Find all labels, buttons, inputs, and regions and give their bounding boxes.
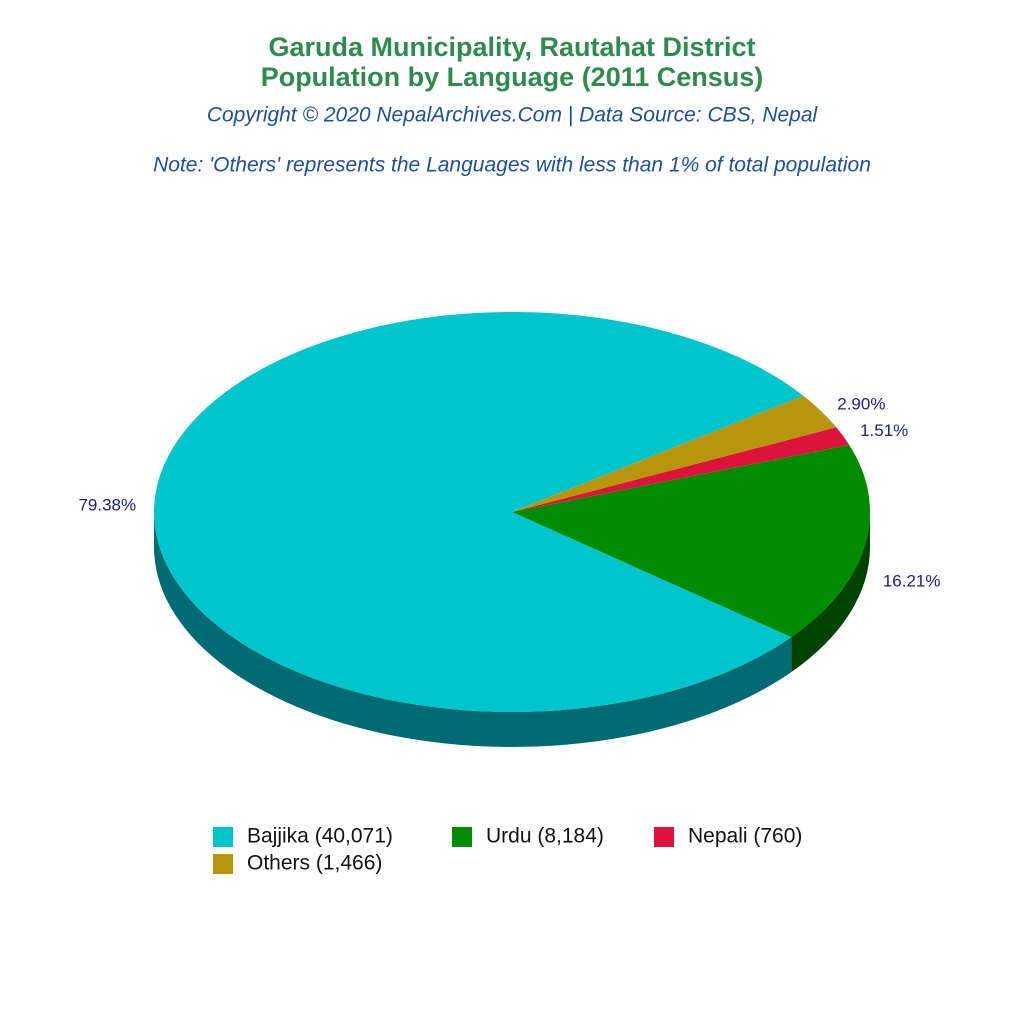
chart-title: Garuda Municipality, Rautahat District [268, 32, 755, 62]
legend-swatch [213, 827, 233, 847]
legend-label: Bajjika (40,071) [247, 825, 393, 848]
legend-swatch [654, 827, 674, 847]
slice [153, 311, 804, 712]
data-label: 2.90% [837, 395, 885, 414]
slice-side [154, 512, 792, 748]
data-label: 1.51% [860, 421, 908, 440]
data-label: 16.21% [883, 572, 941, 591]
legend-swatch [213, 854, 233, 874]
slice [512, 427, 850, 512]
legend-label: Nepali (760) [688, 825, 802, 848]
legend-label: Urdu (8,184) [486, 825, 604, 848]
legend: Bajjika (40,071) Urdu (8,184) Nepali (760)… [213, 825, 802, 875]
legend-swatch [452, 827, 472, 847]
data-label: 79.38% [78, 496, 136, 515]
pie: 79.38% 16.21% 1.51% 2.90% [78, 311, 941, 748]
slice-side [791, 512, 870, 673]
copyright: Copyright © 2020 NepalArchives.Com | Dat… [207, 104, 819, 127]
legend-label: Others (1,466) [247, 852, 382, 875]
slice [512, 395, 837, 512]
chart-subtitle: Population by Language (2011 Census) [261, 62, 764, 92]
note: Note: 'Others' represents the Languages … [153, 154, 871, 177]
slice [512, 444, 870, 638]
